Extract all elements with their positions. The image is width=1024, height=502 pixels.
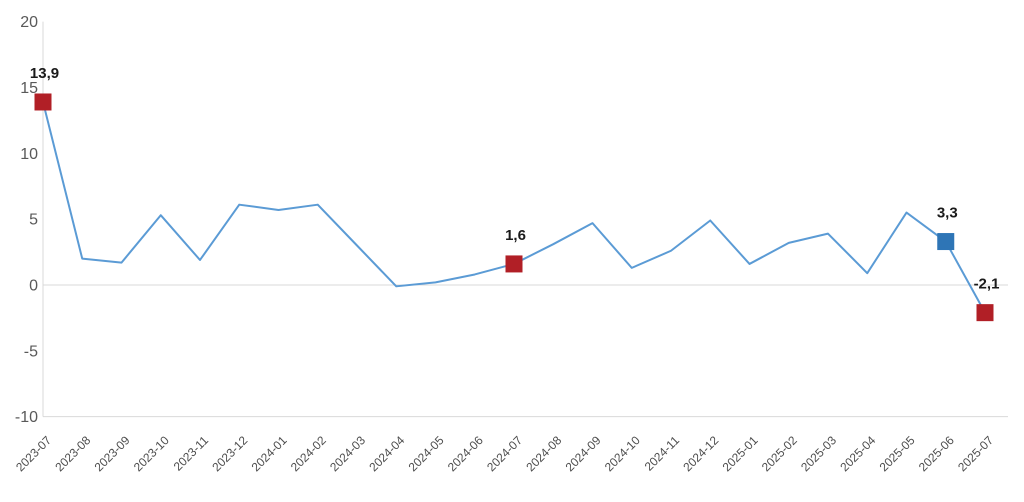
data-point-label: 1,6 [505, 227, 526, 244]
y-tick-label: 10 [20, 146, 38, 163]
x-tick-label: 2024-03 [327, 433, 368, 474]
x-tick-label: 2025-07 [955, 433, 996, 474]
x-tick-label: 2025-01 [720, 433, 761, 474]
y-tick-label: 20 [20, 14, 38, 31]
x-tick-label: 2024-09 [563, 433, 604, 474]
y-tick-label: -5 [24, 343, 38, 360]
x-tick-label: 2024-08 [523, 433, 564, 474]
x-tick-label: 2025-05 [877, 433, 918, 474]
x-tick-label: 2023-11 [171, 433, 212, 474]
highlight-marker [937, 233, 955, 251]
data-point-label: 3,3 [937, 205, 958, 222]
data-point-label: 13,9 [30, 65, 59, 82]
x-tick-label: 2023-10 [131, 433, 172, 474]
y-tick-label: 5 [29, 212, 38, 229]
x-tick-label: 2023-07 [13, 433, 54, 474]
x-tick-label: 2024-06 [445, 433, 486, 474]
y-tick-label: 15 [20, 80, 38, 97]
data-point-label: -2,1 [974, 276, 1000, 293]
x-tick-label: 2024-01 [249, 433, 290, 474]
x-tick-label: 2024-12 [680, 433, 721, 474]
x-tick-label: 2025-02 [759, 433, 800, 474]
x-tick-label: 2023-09 [92, 433, 133, 474]
x-tick-label: 2023-08 [52, 433, 93, 474]
x-tick-label: 2025-06 [916, 433, 957, 474]
highlight-marker [34, 93, 52, 111]
x-tick-label: 2025-03 [798, 433, 839, 474]
x-tick-label: 2025-04 [837, 433, 878, 474]
x-tick-label: 2024-04 [366, 433, 407, 474]
y-tick-label: 0 [29, 278, 38, 295]
x-tick-label: 2024-10 [602, 433, 643, 474]
x-tick-label: 2024-11 [642, 433, 683, 474]
x-tick-label: 2024-05 [406, 433, 447, 474]
highlight-marker [976, 304, 994, 322]
series-line [42, 100, 986, 314]
x-tick-label: 2024-07 [484, 433, 525, 474]
x-tick-label: 2024-02 [288, 433, 329, 474]
highlight-marker [505, 255, 523, 273]
x-tick-label: 2023-12 [209, 433, 250, 474]
y-tick-label: -10 [15, 409, 38, 426]
